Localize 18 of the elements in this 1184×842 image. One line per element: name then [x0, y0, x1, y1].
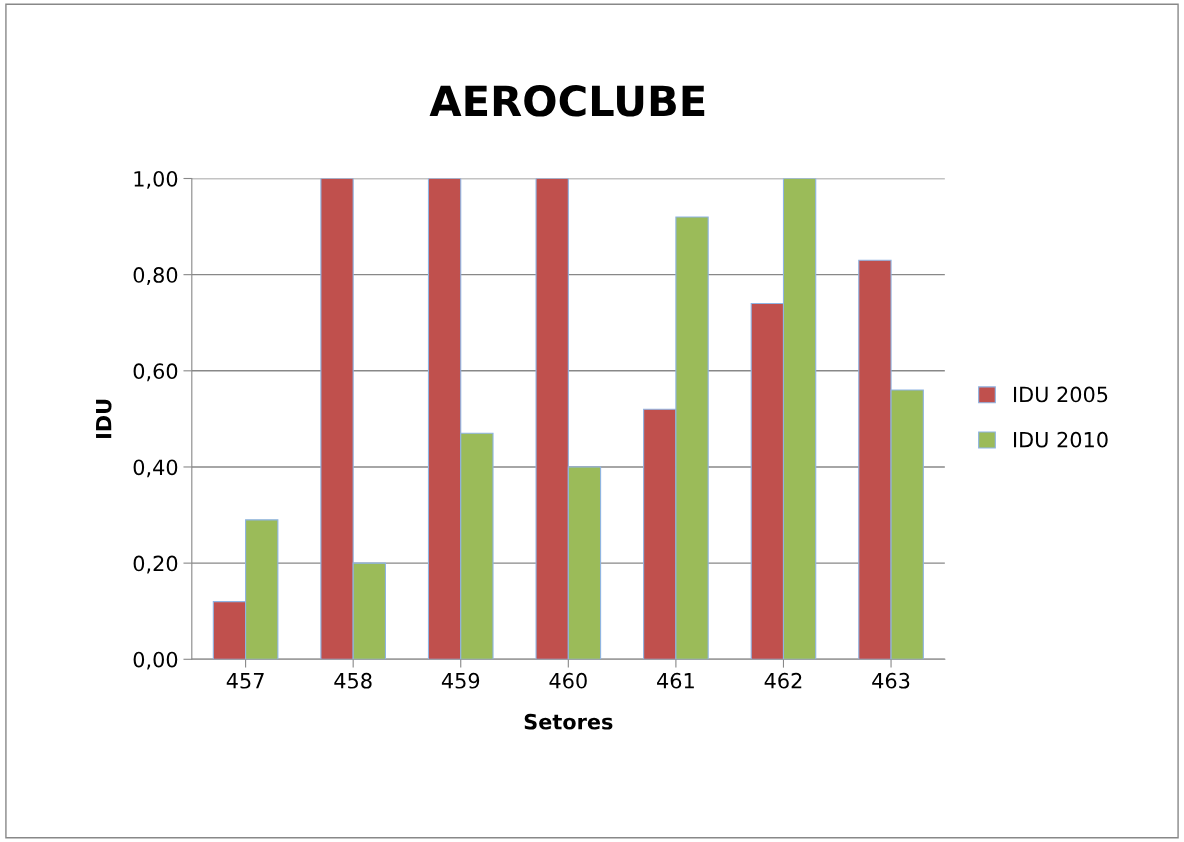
- y-tick-label: 0,00: [133, 651, 178, 670]
- y-tick-label: 0,40: [133, 459, 178, 478]
- x-tick-label: 459: [441, 672, 480, 689]
- x-tick-label: 462: [764, 672, 802, 689]
- x-tick-label: 460: [549, 672, 587, 689]
- x-axis-title: Setores: [524, 713, 613, 730]
- y-axis-title: IDU: [96, 399, 112, 438]
- chart-title: AEROCLUBE: [429, 85, 705, 117]
- legend-label: IDU 2010: [1014, 431, 1108, 448]
- y-tick-label: 0,60: [133, 363, 178, 382]
- x-tick-label: 461: [657, 672, 694, 689]
- y-tick-label: 0,80: [133, 267, 178, 285]
- legend-label: IDU 2005: [1014, 386, 1108, 403]
- x-tick-label: 458: [334, 672, 372, 689]
- x-tick-label: 457: [226, 673, 264, 689]
- y-tick-label: 1,00: [134, 170, 178, 189]
- y-tick-label: 0,20: [133, 555, 178, 574]
- x-tick-label: 463: [872, 672, 910, 689]
